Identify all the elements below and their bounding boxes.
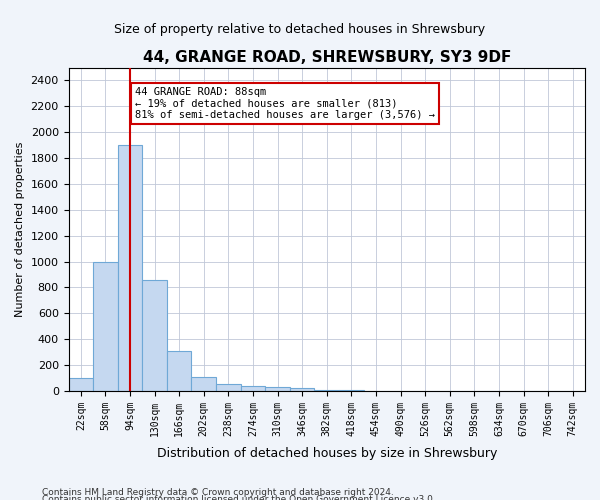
Bar: [241, 386, 265, 391]
Text: Contains public sector information licensed under the Open Government Licence v3: Contains public sector information licen…: [42, 496, 436, 500]
Text: Contains HM Land Registry data © Crown copyright and database right 2024.: Contains HM Land Registry data © Crown c…: [42, 488, 394, 497]
Bar: [290, 388, 314, 391]
Text: Size of property relative to detached houses in Shrewsbury: Size of property relative to detached ho…: [115, 22, 485, 36]
Bar: [265, 387, 290, 391]
Bar: [93, 262, 118, 391]
Bar: [314, 390, 339, 391]
Bar: [191, 376, 216, 391]
Bar: [167, 351, 191, 391]
Title: 44, GRANGE ROAD, SHREWSBURY, SY3 9DF: 44, GRANGE ROAD, SHREWSBURY, SY3 9DF: [143, 50, 511, 65]
Bar: [216, 384, 241, 391]
Y-axis label: Number of detached properties: Number of detached properties: [15, 142, 25, 317]
Text: 44 GRANGE ROAD: 88sqm
← 19% of detached houses are smaller (813)
81% of semi-det: 44 GRANGE ROAD: 88sqm ← 19% of detached …: [135, 87, 435, 120]
Bar: [68, 378, 93, 391]
Bar: [118, 145, 142, 391]
Bar: [142, 280, 167, 391]
X-axis label: Distribution of detached houses by size in Shrewsbury: Distribution of detached houses by size …: [157, 447, 497, 460]
Bar: [339, 390, 364, 391]
